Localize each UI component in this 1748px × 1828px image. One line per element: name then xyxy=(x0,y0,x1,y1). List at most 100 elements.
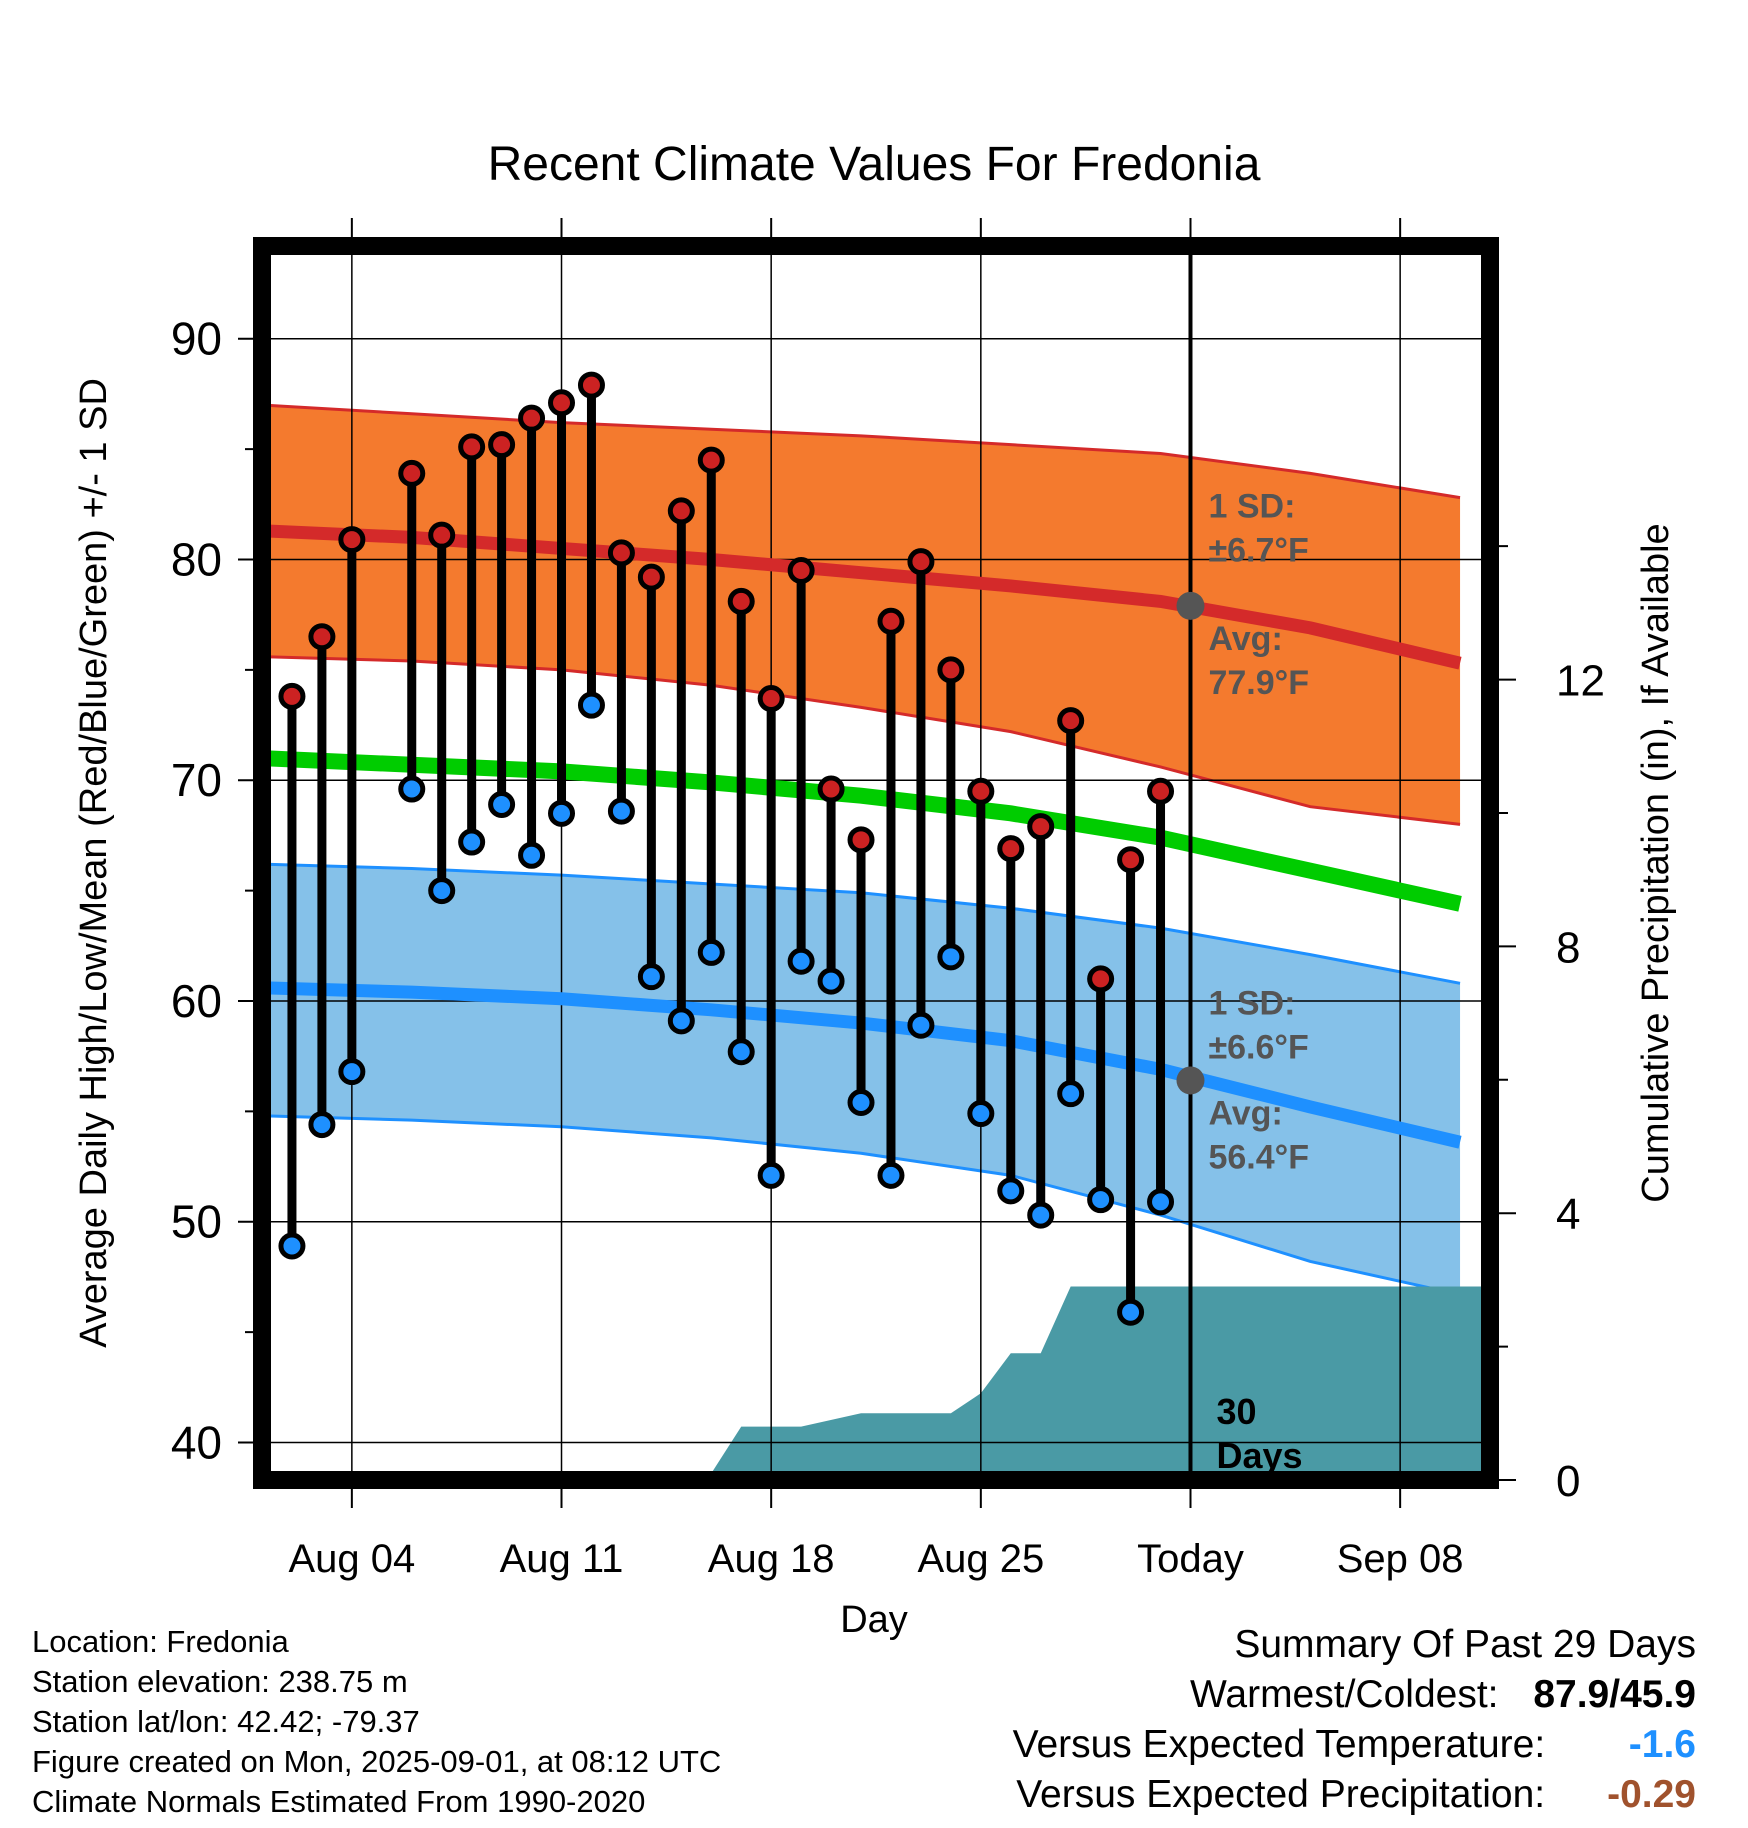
low-marker-2025-08-06 xyxy=(398,775,426,803)
days-label-1: Days xyxy=(1216,1435,1302,1476)
high-marker-2025-08-06 xyxy=(398,459,426,487)
y2-tick-label-8: 8 xyxy=(1556,923,1580,972)
y2-tick-label-0: 0 xyxy=(1556,1457,1580,1506)
high-marker-2025-08-25 xyxy=(967,777,995,805)
high-marker-2025-08-29 xyxy=(1087,965,1115,993)
low-avg-value: 56.4°F xyxy=(1208,1138,1309,1176)
precip-label: Versus Expected Precipitation: xyxy=(1016,1773,1546,1816)
x-tick-label-aug-25: Aug 25 xyxy=(917,1537,1044,1581)
chart-title: Recent Climate Values For Fredonia xyxy=(488,138,1261,191)
days-label-0: 30 xyxy=(1216,1391,1256,1432)
x-tick-label-aug-04: Aug 04 xyxy=(288,1537,415,1581)
y-tick-label-60: 60 xyxy=(171,975,222,1027)
low-marker-2025-08-19 xyxy=(787,947,815,975)
high-marker-2025-08-16 xyxy=(697,446,725,474)
station-info: Location: Fredonia Station elevation: 23… xyxy=(32,1622,721,1822)
high-marker-2025-08-10 xyxy=(518,404,546,432)
x-tick-label-today: Today xyxy=(1137,1537,1244,1581)
location-text: Location: Fredonia xyxy=(32,1624,289,1659)
plot-frame xyxy=(253,237,1499,1489)
low-marker-2025-08-11 xyxy=(548,799,576,827)
low-marker-2025-08-21 xyxy=(847,1089,875,1117)
low-marker-2025-08-28 xyxy=(1057,1080,1085,1108)
latlon-text: Station lat/lon: 42.42; -79.37 xyxy=(32,1704,420,1739)
high-marker-2025-08-11 xyxy=(548,389,576,417)
high-marker-2025-08-08 xyxy=(458,433,486,461)
low-marker-2025-08-23 xyxy=(907,1011,935,1039)
y-axis-label: Average Daily High/Low/Mean (Red/Blue/Gr… xyxy=(73,378,115,1348)
x-tick-label-sep-08: Sep 08 xyxy=(1337,1537,1464,1581)
x-tick-label-aug-11: Aug 11 xyxy=(500,1537,624,1581)
high-marker-2025-08-02 xyxy=(278,682,306,710)
low-marker-2025-08-20 xyxy=(817,967,845,995)
high-marker-2025-08-03 xyxy=(308,623,336,651)
y2-tick-label-12: 12 xyxy=(1556,657,1605,706)
low-lower-edge xyxy=(262,1114,1461,1297)
high-upper-edge xyxy=(262,403,1461,500)
high-normal-line xyxy=(262,524,1462,670)
high-marker-2025-08-31 xyxy=(1147,777,1175,805)
high-marker-2025-08-28 xyxy=(1057,707,1085,735)
low-marker-2025-08-25 xyxy=(967,1100,995,1128)
high-marker-2025-08-21 xyxy=(847,826,875,854)
low-marker-2025-08-12 xyxy=(577,691,605,719)
low-marker-2025-08-27 xyxy=(1027,1201,1055,1229)
normals-period-text: Climate Normals Estimated From 1990-2020 xyxy=(32,1784,646,1819)
low-marker-2025-08-24 xyxy=(937,943,965,971)
high-marker-2025-08-14 xyxy=(637,563,665,591)
high-marker-2025-08-22 xyxy=(877,607,905,635)
high-marker-2025-08-24 xyxy=(937,656,965,684)
high-sd-value: ±6.7°F xyxy=(1208,531,1308,569)
summary-warm-cold-row: Warmest/Coldest: 87.9/45.9 xyxy=(1013,1670,1696,1720)
low-marker-2025-08-14 xyxy=(637,963,665,991)
low-marker-2025-08-16 xyxy=(697,938,725,966)
high-avg-today-marker xyxy=(1176,591,1205,620)
low-marker-2025-08-30 xyxy=(1117,1298,1145,1326)
y2-tick-label-4: 4 xyxy=(1556,1190,1580,1239)
low-marker-2025-08-07 xyxy=(428,877,456,905)
precip-value: -0.29 xyxy=(1607,1773,1696,1816)
axes: 40 50 60 70 80 90 0 4 8 12 Aug 04 Aug 11 Aug 18 Aug 2… xyxy=(171,218,1605,1581)
y-tick-label-50: 50 xyxy=(171,1196,222,1248)
y-tick-label-70: 70 xyxy=(171,754,222,806)
low-avg-today-marker xyxy=(1176,1066,1205,1095)
high-lower-edge xyxy=(262,655,1461,826)
high-marker-2025-08-17 xyxy=(727,587,755,615)
high-marker-2025-08-19 xyxy=(787,557,815,585)
high-marker-2025-08-13 xyxy=(607,539,635,567)
temp-label: Versus Expected Temperature: xyxy=(1012,1723,1546,1766)
high-marker-2025-08-15 xyxy=(667,497,695,525)
summary-title: Summary Of Past 29 Days xyxy=(1234,1623,1696,1666)
series: 1 SD: ±6.7°F Avg: 77.9°F 1 SD: ±6.6°F Avg: 56.4… xyxy=(262,246,1462,1480)
high-avg-label: Avg: xyxy=(1208,620,1282,658)
high-marker-2025-08-30 xyxy=(1117,846,1145,874)
high-sd-label: 1 SD: xyxy=(1208,487,1295,525)
high-marker-2025-08-20 xyxy=(817,775,845,803)
low-marker-2025-08-18 xyxy=(757,1161,785,1189)
low-avg-label: Avg: xyxy=(1208,1094,1282,1132)
elevation-text: Station elevation: 238.75 m xyxy=(32,1664,408,1699)
x-tick-label-aug-18: Aug 18 xyxy=(708,1537,835,1581)
low-sd-label: 1 SD: xyxy=(1208,985,1295,1023)
low-marker-2025-08-29 xyxy=(1087,1186,1115,1214)
high-marker-2025-08-26 xyxy=(997,835,1025,863)
high-marker-2025-08-23 xyxy=(907,548,935,576)
temp-value: -1.6 xyxy=(1628,1723,1696,1766)
high-marker-2025-08-04 xyxy=(338,526,366,554)
y-tick-label-80: 80 xyxy=(171,533,222,585)
high-marker-2025-08-12 xyxy=(577,371,605,399)
low-marker-2025-08-03 xyxy=(308,1111,336,1139)
y2-axis-label: Cumulative Precipitation (in), If Availa… xyxy=(1635,523,1677,1202)
precip-area xyxy=(591,1286,1490,1480)
low-marker-2025-08-13 xyxy=(607,797,635,825)
high-marker-2025-08-18 xyxy=(757,685,785,713)
y-tick-label-90: 90 xyxy=(171,313,222,365)
low-marker-2025-08-22 xyxy=(877,1161,905,1189)
summary-precip-row: Versus Expected Precipitation: -0.29 xyxy=(1013,1770,1696,1820)
low-marker-2025-08-02 xyxy=(278,1232,306,1260)
y-tick-label-40: 40 xyxy=(171,1416,222,1468)
low-sd-value: ±6.6°F xyxy=(1208,1029,1308,1067)
high-avg-value: 77.9°F xyxy=(1208,664,1309,702)
x-axis-label: Day xyxy=(840,1599,908,1641)
